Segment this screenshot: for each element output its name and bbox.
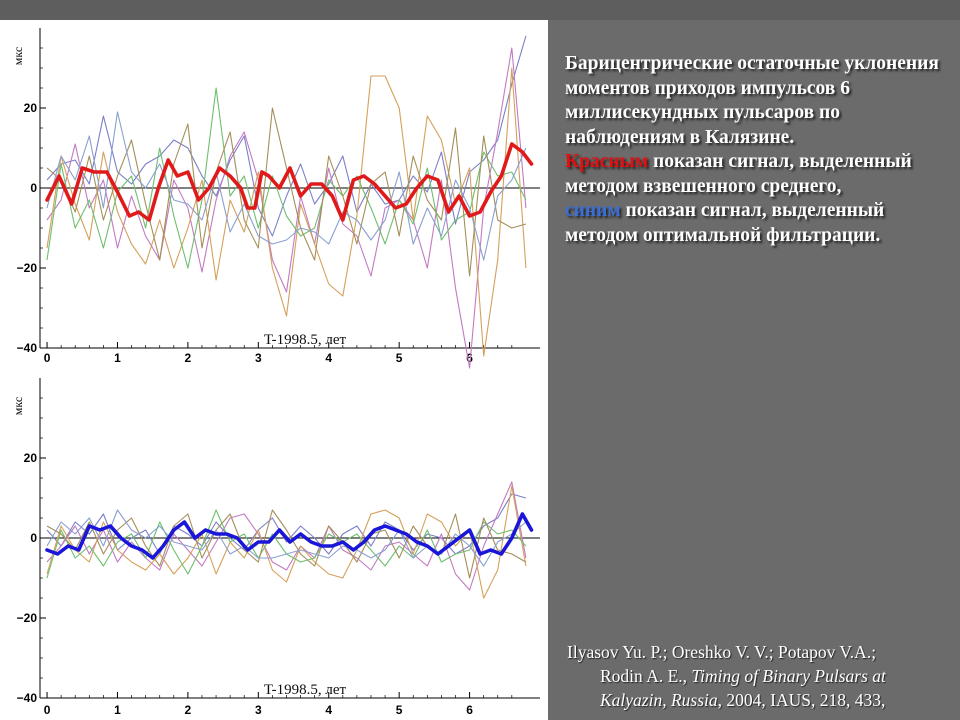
chart2-y-label: мкс <box>11 397 25 415</box>
chart2-xtick-label: 6 <box>466 703 473 717</box>
chart1-ytick-label: 0 <box>30 181 37 195</box>
chart1-xtick-label: 1 <box>114 351 121 365</box>
chart2-signal-line <box>45 512 534 560</box>
caption-red-word: Красным <box>565 151 649 172</box>
reference-citation: Ilyasov Yu. P.; Oreshko V. V.; Potapov V… <box>567 640 955 712</box>
chart2-xtick-label: 0 <box>44 703 51 717</box>
chart1-ytick-label: −20 <box>17 261 38 275</box>
chart2-ytick-label: −40 <box>17 691 38 705</box>
chart1-ytick-label: −40 <box>17 341 38 355</box>
chart2-series-3-line <box>46 485 527 599</box>
caption-blue-rest: показан сигнал, выделенный методом оптим… <box>565 200 885 246</box>
caption-red-rest: показан сигнал, выделенный методом взвеш… <box>565 151 912 197</box>
chart1-xtick-label: 4 <box>325 351 332 365</box>
reference-rest: Rodin A. E., Timing of Binary Pulsars at… <box>567 664 955 712</box>
chart1-y-label: мкс <box>11 47 25 65</box>
chart2-xtick-label: 3 <box>255 703 262 717</box>
chart1-xtick-label: 0 <box>44 351 51 365</box>
chart1-signal-line <box>45 142 534 222</box>
reference-authors-2: Rodin A. E., <box>600 666 692 686</box>
chart2-ytick-label: −20 <box>17 611 38 625</box>
chart2-x-label: T-1998.5, лет <box>264 682 347 698</box>
chart1-xtick-label: 2 <box>185 351 192 365</box>
caption-blue-word: синим <box>565 200 621 221</box>
caption-main: Барицентрические остаточные уклонения мо… <box>565 53 939 148</box>
chart1-series-1-line <box>46 35 527 237</box>
reference-title: Timing of Binary Pulsars at Kalyazin, Ru… <box>600 666 886 710</box>
chart1-xtick-label: 6 <box>466 351 473 365</box>
chart1-series-3-line <box>46 67 527 357</box>
chart2-series-1-line <box>46 493 527 555</box>
reference-authors: Ilyasov Yu. P.; Oreshko V. V.; Potapov V… <box>567 642 877 662</box>
chart2-xtick-label: 4 <box>325 703 332 717</box>
chart1-ytick-label: 20 <box>24 101 38 115</box>
chart1-x-label: T-1998.5, лет <box>264 332 347 348</box>
chart2-ytick-label: 0 <box>30 531 37 545</box>
chart2-series-5-line <box>46 509 527 579</box>
chart2-xtick-label: 1 <box>114 703 121 717</box>
chart1-xtick-label: 3 <box>255 351 262 365</box>
chart2-xtick-label: 5 <box>396 703 403 717</box>
chart2-xtick-label: 2 <box>185 703 192 717</box>
chart1-series-6-line <box>46 111 527 261</box>
caption-text: Барицентрические остаточные уклонения мо… <box>565 52 945 248</box>
chart2-ytick-label: 20 <box>24 451 38 465</box>
chart1-series-2-line <box>46 47 527 369</box>
slide-top-bar <box>0 0 960 20</box>
reference-tail: , 2004, IAUS, 218, 433, <box>717 690 886 710</box>
chart1-series-4-line <box>46 87 527 269</box>
chart1-xtick-label: 5 <box>396 351 403 365</box>
